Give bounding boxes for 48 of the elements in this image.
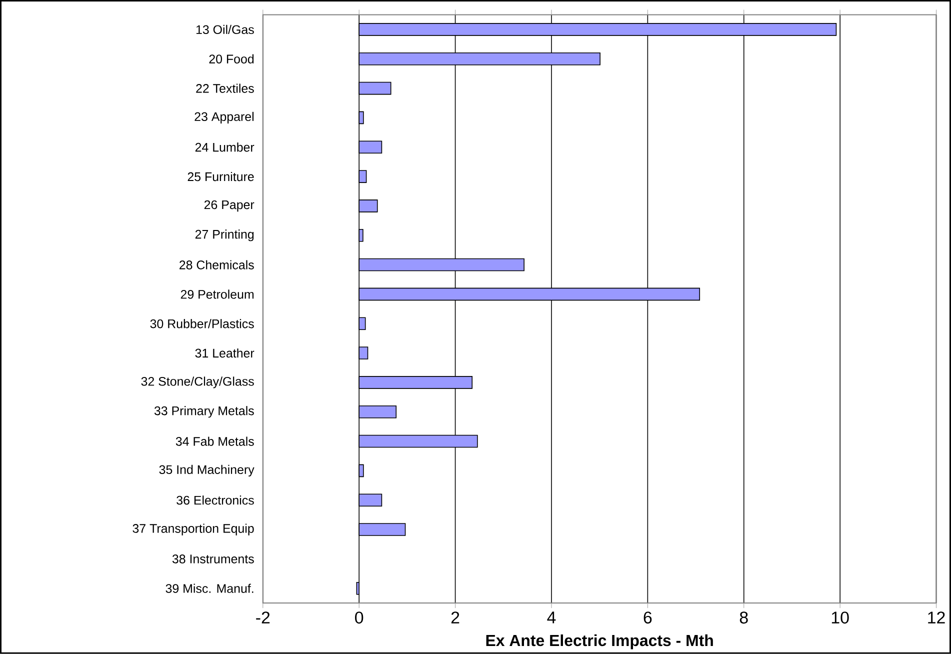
y-tick-label: 36 Electronics xyxy=(176,496,254,505)
x-axis-title: Ex Ante Electric Impacts - Mth xyxy=(486,634,713,650)
bar xyxy=(358,317,366,330)
y-tick-label: 31 Leather xyxy=(195,348,254,358)
y-tick-label: 22 Textiles xyxy=(196,84,254,93)
bar xyxy=(358,52,600,66)
bar xyxy=(358,376,473,389)
bar xyxy=(358,170,367,184)
y-tick-label: 29 Petroleum xyxy=(180,290,254,299)
x-tick-label: 12 xyxy=(928,612,945,624)
y-tick-label: 24 Lumber xyxy=(195,142,254,152)
y-tick-label: 23 Apparel xyxy=(194,112,254,124)
x-tick-label: 2 xyxy=(451,612,460,624)
bar xyxy=(358,111,364,124)
y-tick-label: 34 Fab Metals xyxy=(176,436,254,446)
y-tick-label: 39 Misc. Manuf. xyxy=(166,584,254,594)
y-tick-label: 28 Chemicals xyxy=(180,260,254,270)
y-tick-label: 35 Ind Machinery xyxy=(159,464,254,477)
bar xyxy=(356,582,360,595)
bar xyxy=(358,464,364,478)
bar xyxy=(358,229,364,242)
x-tick-label: 10 xyxy=(832,612,849,624)
bar xyxy=(358,494,382,507)
bar xyxy=(358,434,478,448)
y-tick-label: 37 Transportion Equip xyxy=(132,524,254,536)
bar xyxy=(358,406,397,418)
x-tick-label: 8 xyxy=(740,612,748,624)
x-tick-label: 6 xyxy=(644,612,652,624)
x-tick-label: 0 xyxy=(355,612,364,624)
bar xyxy=(358,346,368,360)
y-tick-label: 27 Printing xyxy=(195,230,254,242)
y-tick-label: 25 Furniture xyxy=(188,172,254,182)
y-tick-label: 33 Primary Metals xyxy=(154,406,254,418)
y-tick-label: 13 Oil/Gas xyxy=(196,24,254,34)
y-tick-label: 38 Instruments xyxy=(172,554,254,564)
bar xyxy=(358,288,700,301)
x-tick-label: -2 xyxy=(256,612,270,624)
bar xyxy=(358,258,524,272)
bar xyxy=(358,82,392,95)
y-tick-label: 20 Food xyxy=(209,54,254,64)
bar xyxy=(358,23,837,36)
y-tick-label: 26 Paper xyxy=(204,200,254,212)
y-tick-label: 32 Stone/Clay/Glass xyxy=(141,376,254,388)
bar xyxy=(358,523,406,536)
y-tick-label: 30 Rubber/Plastics xyxy=(150,319,254,328)
x-tick-label: 4 xyxy=(547,612,556,624)
bar xyxy=(358,140,382,154)
bar xyxy=(358,200,378,212)
